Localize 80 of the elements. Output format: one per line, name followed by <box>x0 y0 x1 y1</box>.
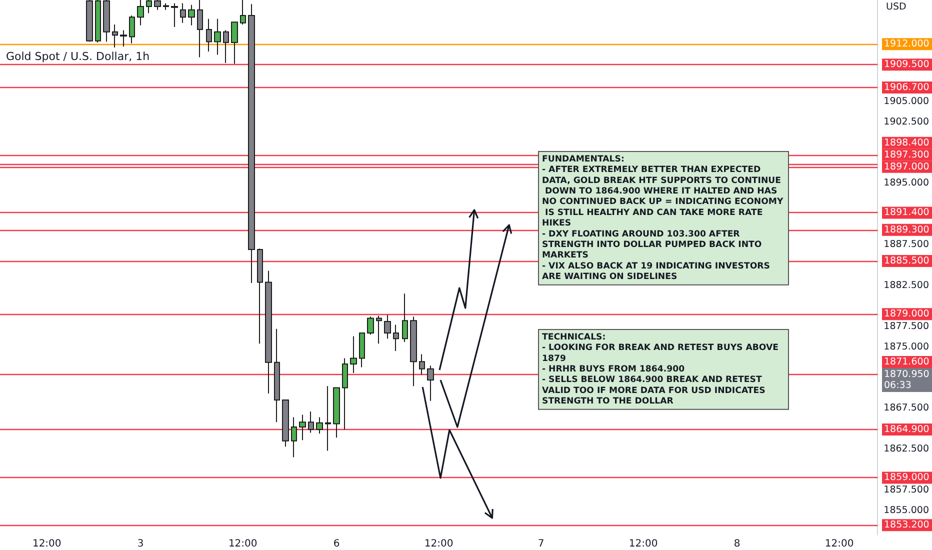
ref-line-label: 1891.400 <box>884 207 930 218</box>
annotation: TECHNICALS: - LOOKING FOR BREAK AND RETEST BUYS ABOVE 1879 - HRHR BUYS FROM 1864.900 - SELLS BELOW 1864.900 BREAK AND RETEST VALID TOO IF MORE DATA FOR USD INDICATES STRENGTH TO THE DOLLAR <box>542 332 782 407</box>
y-tick-label: 1887.500 <box>884 239 930 250</box>
candlestick <box>419 354 425 376</box>
candlestick <box>342 358 348 430</box>
candlestick <box>274 328 280 423</box>
candlestick <box>240 0 246 26</box>
candlestick <box>359 332 365 368</box>
ref-line-label: 1864.900 <box>884 424 930 435</box>
candlestick <box>384 314 391 340</box>
x-tick-label: 12:00 <box>228 538 258 550</box>
candlestick <box>103 0 110 42</box>
y-axis-title: USD <box>886 2 906 12</box>
y-tick-label: 1877.500 <box>884 320 930 332</box>
candlestick <box>291 416 297 458</box>
candlestick <box>257 248 263 344</box>
ref-line-label: 1871.600 <box>884 356 930 368</box>
y-tick-label: 1902.500 <box>884 116 930 128</box>
candlestick <box>367 316 374 336</box>
x-tick-label: 6 <box>333 538 340 550</box>
candlestick <box>308 410 314 434</box>
text: FUNDAMENTALS: - AFTER EXTREMELY BETTER THAN EXPECTED DATA, GOLD BREAK HTF SUPPORTS TO CONTINUE DOWN TO 1864.900 WHERE IT HALTED AND HAS NO CONTINUED BACK UP = INDICATING ECONOMY IS STILL HEALTHY AND CAN TAKE MORE RATE HIKES - DXY FLOATING AROUND 103.300 AFTER STRENGTH INTO DOLLAR PUMPED BACK INTO MARKETS - VIX ALSO BACK AT 19 INDICATING INVESTORS ARE WAITING ON SIDELINES <box>542 154 784 282</box>
candlestick <box>282 400 289 448</box>
candlestick <box>180 2 186 24</box>
y-tick-label: 1875.000 <box>884 341 930 352</box>
text: Gold Spot / U.S. Dollar, 1h <box>6 50 150 63</box>
candlestick <box>146 0 152 14</box>
candlestick <box>231 22 238 64</box>
candlestick <box>402 293 408 342</box>
y-tick-label: 1895.000 <box>884 178 930 189</box>
ref-line-label: 1889.300 <box>884 224 930 236</box>
ref-line-label: 1879.000 <box>884 308 930 320</box>
x-tick-label: 12:00 <box>32 538 62 550</box>
x-tick-label: 12:00 <box>824 538 854 550</box>
text: 1870.950 06:33 <box>884 368 930 391</box>
y-tick-label: 1867.500 <box>884 402 930 414</box>
ref-line-label: 1912.000 <box>884 38 930 50</box>
candlestick <box>376 315 382 344</box>
candlestick <box>223 30 229 64</box>
candlestick <box>188 4 195 26</box>
candlestick <box>163 2 169 10</box>
candlestick <box>427 365 434 402</box>
ref-line-label: 1885.500 <box>884 255 930 266</box>
ref-line-label: 1909.500 <box>884 59 930 70</box>
candlestick <box>350 336 357 374</box>
candlestick <box>325 386 331 452</box>
x-tick-label: 7 <box>538 538 544 550</box>
y-tick-label: 1862.500 <box>884 444 930 455</box>
ref-line-label: 1853.200 <box>884 520 930 531</box>
candlestick <box>393 324 399 352</box>
candlestick <box>316 416 323 434</box>
x-tick-label: 12:00 <box>628 538 658 550</box>
ref-line-label: 1859.000 <box>884 472 930 484</box>
y-tick-label: 1882.500 <box>884 280 930 291</box>
candlestick <box>86 0 93 42</box>
candlestick <box>265 270 272 394</box>
ref-line-label: 1906.700 <box>884 82 930 94</box>
candlestick <box>299 414 306 441</box>
candlestick <box>129 15 135 44</box>
candlestick <box>112 24 118 48</box>
candlestick <box>206 18 212 52</box>
x-tick-label: 3 <box>137 538 144 550</box>
ref-line-label: 1898.400 <box>884 137 930 148</box>
candlestick <box>214 18 221 56</box>
x-tick-label: 12:00 <box>424 538 454 550</box>
candlestick <box>154 0 161 10</box>
y-tick-label: 1857.500 <box>884 484 930 496</box>
y-tick-label: 1905.000 <box>884 96 930 107</box>
x-tick-label: 8 <box>734 538 740 550</box>
candlestick <box>197 0 203 58</box>
candlestick <box>120 30 127 48</box>
y-tick-label: 1855.000 <box>884 504 930 516</box>
candlestick <box>410 316 417 387</box>
candlestick <box>171 2 178 28</box>
ref-line-label: 1897.000 <box>884 161 930 172</box>
candlestick <box>248 4 255 284</box>
candlestick <box>137 0 144 26</box>
ref-line-label: 1897.300 <box>884 149 930 160</box>
candlestick <box>95 0 101 44</box>
candlestick <box>333 387 340 438</box>
